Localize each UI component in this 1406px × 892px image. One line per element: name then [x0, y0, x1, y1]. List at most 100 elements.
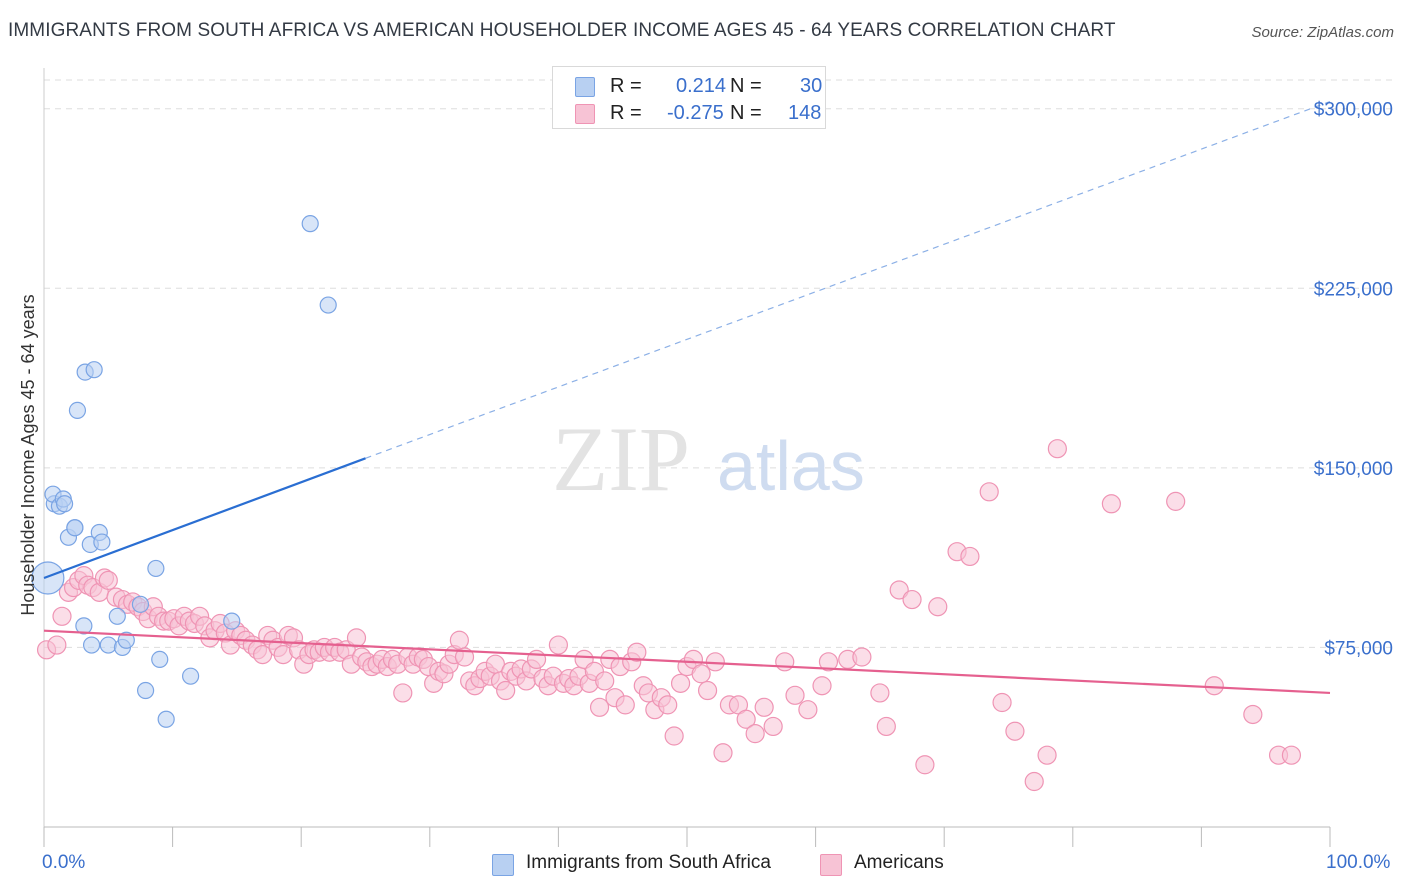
south-africa-point: [151, 650, 169, 669]
americans-point: [697, 680, 718, 701]
americans-point: [627, 642, 647, 662]
americans-point: [763, 716, 783, 737]
americans-point: [1005, 721, 1025, 741]
south-africa-trend-line: [43, 457, 366, 580]
americans-point: [876, 716, 896, 737]
americans-point: [664, 726, 684, 746]
legend-swatch-pink: [575, 104, 595, 124]
americans-point: [47, 635, 67, 655]
south-africa-points: [31, 215, 337, 728]
americans-point: [449, 630, 469, 650]
y-axis-label: Householder Income Ages 45 - 64 years: [18, 294, 38, 615]
americans-point: [1037, 745, 1057, 765]
south-africa-point: [66, 519, 84, 537]
south-africa-point: [108, 607, 126, 625]
americans-point: [1166, 491, 1186, 511]
americans-point: [346, 628, 367, 648]
south-africa-point: [85, 361, 103, 379]
americans-point: [1243, 704, 1263, 725]
y-tick-label: $300,000: [1314, 100, 1393, 121]
americans-point: [960, 546, 980, 567]
americans-point: [589, 697, 610, 717]
south-africa-point: [68, 401, 87, 420]
south-africa-point: [157, 710, 175, 728]
south-africa-point: [55, 495, 74, 513]
south-africa-point: [301, 215, 319, 233]
americans-point: [393, 683, 413, 703]
americans-point: [595, 671, 615, 691]
americans-point: [902, 589, 922, 610]
south-africa-point: [99, 636, 117, 654]
legend-swatch-blue: [575, 77, 595, 97]
americans-point: [889, 580, 909, 600]
americans-point: [736, 709, 756, 729]
americans-point: [870, 683, 890, 703]
axes: [43, 68, 1331, 847]
americans-point: [548, 635, 569, 655]
south-africa-point: [319, 296, 337, 314]
watermark-zip: ZIP: [552, 408, 690, 510]
americans-point: [1281, 745, 1302, 765]
bottom-legend-label: Americans: [854, 852, 944, 873]
south-africa-trend-extension: [365, 100, 1331, 459]
legend-n-value: 30: [800, 75, 823, 97]
americans-point: [52, 606, 72, 626]
bottom-legend-label: Immigrants from South Africa: [526, 852, 771, 873]
legend-r-label: R =: [610, 102, 642, 124]
americans-point: [915, 755, 935, 775]
americans-point: [928, 597, 948, 617]
americans-point: [496, 680, 516, 701]
y-tick-labels: $75,000 $150,000 $225,000 $300,000: [1314, 100, 1393, 660]
south-africa-point: [93, 533, 111, 551]
americans-point: [713, 743, 733, 763]
americans-point: [785, 685, 805, 705]
legend-n-label: N =: [730, 102, 762, 124]
south-africa-point: [131, 595, 150, 613]
americans-point: [454, 647, 475, 667]
americans-point: [1101, 494, 1121, 514]
americans-point: [852, 647, 872, 667]
south-africa-point: [75, 617, 93, 635]
correlation-legend: R = 0.214 N = 30 R = -0.275 N = 148: [552, 66, 826, 129]
americans-point: [1204, 676, 1224, 696]
americans-point: [253, 645, 273, 665]
south-africa-point: [82, 636, 101, 654]
americans-point: [754, 697, 774, 717]
americans-point: [775, 652, 795, 672]
watermark-atlas: atlas: [717, 427, 865, 505]
americans-point: [1047, 439, 1067, 459]
legend-r-value: 0.214: [676, 75, 727, 97]
x-axis-max-label: 100.0%: [1326, 852, 1391, 873]
legend-n-label: N =: [730, 75, 762, 97]
americans-point: [1024, 771, 1044, 792]
americans-point: [691, 664, 711, 684]
trend-lines: [43, 100, 1331, 695]
gridlines: [44, 79, 1392, 648]
chart-title: IMMIGRANTS FROM SOUTH AFRICA VS AMERICAN…: [8, 20, 1116, 41]
americans-point: [658, 695, 678, 715]
americans-point: [818, 652, 839, 672]
legend-r-value: -0.275: [667, 102, 724, 124]
south-africa-point: [136, 681, 155, 700]
americans-point: [670, 673, 691, 693]
watermark: ZIP atlas: [552, 408, 865, 510]
americans-point: [798, 700, 818, 720]
americans-point: [992, 692, 1012, 713]
south-africa-point: [31, 561, 65, 595]
americans-point: [745, 724, 765, 744]
south-africa-point: [182, 667, 200, 685]
americans-point: [526, 649, 547, 670]
south-africa-point: [223, 612, 241, 630]
south-africa-point: [147, 559, 165, 578]
americans-point: [812, 676, 832, 696]
americans-point: [979, 482, 999, 502]
bottom-legend-swatch-pink: [820, 854, 842, 876]
americans-point: [98, 570, 118, 590]
americans-trend-line: [43, 629, 1331, 695]
x-axis-min-label: 0.0%: [42, 852, 86, 873]
legend-n-value: 148: [788, 102, 822, 124]
americans-point: [615, 695, 635, 715]
south-africa-point: [117, 631, 135, 649]
bottom-legend-swatch-blue: [492, 854, 514, 876]
